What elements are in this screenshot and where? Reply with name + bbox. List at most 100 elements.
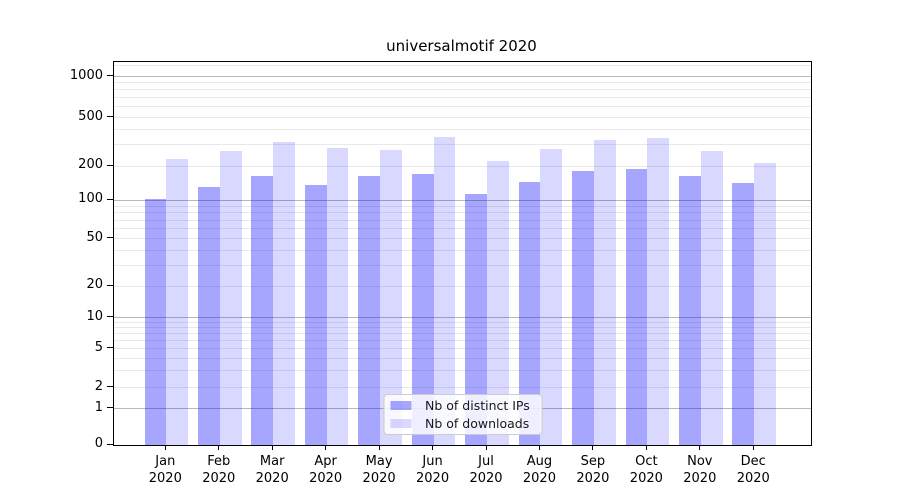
x-tick-label-oct: Oct 2020 bbox=[629, 454, 663, 486]
y-tick-200 bbox=[107, 164, 113, 166]
gridline-minor-50 bbox=[114, 238, 811, 240]
gridline-minor-6 bbox=[114, 340, 811, 342]
x-tick-jun bbox=[432, 446, 434, 450]
y-tick-label-200: 200 bbox=[78, 157, 103, 173]
gridline-minor-9 bbox=[114, 321, 811, 323]
x-tick-label-jul: Jul 2020 bbox=[469, 454, 503, 486]
y-tick-label-5: 5 bbox=[94, 339, 103, 355]
bar-distinct-ips-mar bbox=[251, 175, 274, 445]
gridline-major-10 bbox=[114, 317, 811, 319]
y-tick-label-2: 2 bbox=[94, 378, 103, 394]
x-tick-dec bbox=[752, 446, 754, 450]
bar-distinct-ips-jan bbox=[144, 199, 167, 445]
y-tick-label-500: 500 bbox=[78, 108, 103, 124]
y-tick-label-10: 10 bbox=[86, 308, 103, 324]
y-tick-label-100: 100 bbox=[78, 191, 103, 207]
bar-distinct-ips-oct bbox=[625, 169, 648, 445]
gridline-minor-30 bbox=[114, 264, 811, 266]
gridline-minor-60 bbox=[114, 228, 811, 230]
x-tick-label-jan: Jan 2020 bbox=[148, 454, 182, 486]
bar-downloads-jan bbox=[166, 159, 189, 445]
gridline-minor-300 bbox=[114, 144, 811, 146]
x-tick-label-aug: Aug 2020 bbox=[522, 454, 556, 486]
y-tick-20 bbox=[107, 284, 113, 286]
y-tick-100 bbox=[107, 198, 113, 200]
gridline-minor-40 bbox=[114, 249, 811, 251]
bar-downloads-aug bbox=[540, 149, 563, 445]
gridline-minor-1200 bbox=[114, 65, 811, 67]
bar-distinct-ips-jun bbox=[411, 174, 434, 445]
legend: Nb of distinct IPs Nb of downloads bbox=[383, 394, 542, 435]
bar-downloads-apr bbox=[326, 148, 349, 445]
x-tick-nov bbox=[699, 446, 701, 450]
x-tick-label-apr: Apr 2020 bbox=[309, 454, 343, 486]
x-tick-apr bbox=[325, 446, 327, 450]
y-tick-label-50: 50 bbox=[86, 229, 103, 245]
gridline-minor-5 bbox=[114, 348, 811, 350]
bar-downloads-nov bbox=[700, 151, 723, 445]
y-tick-1 bbox=[107, 407, 113, 409]
y-tick-2 bbox=[107, 386, 113, 388]
bar-distinct-ips-jul bbox=[465, 193, 487, 445]
x-tick-label-jun: Jun 2020 bbox=[416, 454, 450, 486]
x-tick-label-sep: Sep 2020 bbox=[576, 454, 610, 486]
legend-swatch-distinct-ips bbox=[390, 401, 411, 410]
x-tick-label-dec: Dec 2020 bbox=[736, 454, 770, 486]
gridline-minor-200 bbox=[114, 165, 811, 167]
y-tick-label-0: 0 bbox=[94, 436, 103, 451]
legend-item-distinct-ips: Nb of distinct IPs bbox=[390, 398, 535, 413]
x-tick-jan bbox=[164, 446, 166, 450]
bar-distinct-ips-nov bbox=[679, 175, 701, 445]
bar-distinct-ips-sep bbox=[572, 171, 594, 445]
gridline-minor-80 bbox=[114, 212, 811, 214]
gridline-minor-400 bbox=[114, 128, 811, 130]
bar-downloads-feb bbox=[219, 150, 242, 445]
x-tick-label-may: May 2020 bbox=[362, 454, 396, 486]
gridline-minor-20 bbox=[114, 285, 811, 287]
legend-label-downloads: Nb of downloads bbox=[425, 416, 530, 431]
bar-downloads-mar bbox=[273, 141, 295, 445]
bar-downloads-dec bbox=[754, 162, 777, 445]
gridline-minor-3 bbox=[114, 369, 811, 371]
gridline-minor-7 bbox=[114, 333, 811, 335]
y-tick-5 bbox=[107, 347, 113, 349]
gridline-minor-800 bbox=[114, 89, 811, 91]
bar-distinct-ips-feb bbox=[197, 187, 220, 445]
gridline-major-1000 bbox=[114, 76, 811, 78]
y-tick-10 bbox=[107, 316, 113, 318]
x-tick-aug bbox=[538, 446, 540, 450]
gridline-minor-4 bbox=[114, 357, 811, 359]
gridline-minor-90 bbox=[114, 205, 811, 207]
x-tick-may bbox=[378, 446, 380, 450]
x-tick-feb bbox=[218, 446, 220, 450]
legend-label-distinct-ips: Nb of distinct IPs bbox=[425, 398, 530, 413]
bar-downloads-jun bbox=[433, 136, 456, 445]
bar-distinct-ips-may bbox=[358, 175, 381, 445]
gridline-minor-600 bbox=[114, 106, 811, 108]
y-tick-500 bbox=[107, 116, 113, 118]
y-tick-0 bbox=[107, 443, 113, 445]
x-tick-jul bbox=[485, 446, 487, 450]
bar-downloads-may bbox=[380, 150, 402, 445]
gridline-minor-70 bbox=[114, 219, 811, 221]
bar-downloads-jul bbox=[487, 160, 509, 445]
gridline-major-100 bbox=[114, 199, 811, 201]
gridline-minor-500 bbox=[114, 117, 811, 119]
gridline-minor-700 bbox=[114, 97, 811, 99]
plot-area: Nb of distinct IPs Nb of downloads bbox=[113, 61, 812, 446]
gridline-minor-2 bbox=[114, 387, 811, 389]
gridline-minor-900 bbox=[114, 82, 811, 84]
chart-title: universalmotif 2020 bbox=[386, 37, 537, 55]
legend-item-downloads: Nb of downloads bbox=[390, 416, 535, 431]
bar-distinct-ips-aug bbox=[518, 181, 541, 445]
x-tick-sep bbox=[592, 446, 594, 450]
x-tick-label-feb: Feb 2020 bbox=[202, 454, 236, 486]
y-tick-label-1: 1 bbox=[94, 399, 103, 415]
x-tick-label-mar: Mar 2020 bbox=[255, 454, 289, 486]
x-tick-label-nov: Nov 2020 bbox=[683, 454, 717, 486]
y-tick-label-20: 20 bbox=[86, 277, 103, 293]
x-tick-mar bbox=[271, 446, 273, 450]
bar-downloads-sep bbox=[593, 140, 616, 445]
y-tick-50 bbox=[107, 237, 113, 239]
